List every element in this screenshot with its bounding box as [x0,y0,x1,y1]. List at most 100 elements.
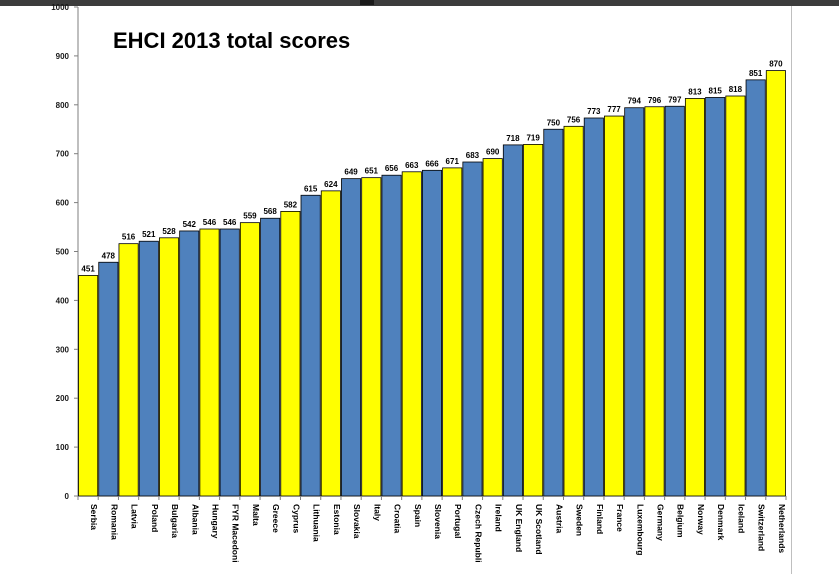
data-label: 649 [344,168,358,177]
x-tick-label: Albania [190,504,200,535]
bar-cyprus [280,211,301,497]
bar-sweden [563,125,584,497]
bar-hungary [199,228,220,497]
bar-portugal [442,167,463,497]
x-tick-label: Ireland [494,504,504,532]
data-label: 624 [324,180,338,189]
data-label: 651 [365,167,379,176]
bar-czech-republi [462,161,483,497]
bar-france [604,115,625,497]
y-tick-label: 700 [56,150,70,159]
data-label: 818 [729,85,743,94]
data-label: 516 [122,233,136,242]
bar-belgium [664,105,685,497]
bar-estonia [320,190,341,497]
data-label: 797 [668,95,682,104]
data-label: 683 [466,151,480,160]
window-top-bar-notch [360,0,374,5]
x-tick-label: Cyprus [291,504,301,534]
bar-slovenia [421,169,443,497]
data-label: 546 [203,218,217,227]
x-tick-label: Spain [413,504,423,527]
data-label: 582 [284,200,298,209]
x-tick-label: Sweden [575,504,585,536]
window-top-bar [0,0,839,6]
y-tick-label: 900 [56,52,70,61]
data-label: 796 [648,96,662,105]
data-label: 451 [81,264,95,273]
x-tick-label: Norway [696,504,706,535]
data-label: 718 [506,134,520,143]
bar-slovakia [341,178,362,497]
data-label: 542 [183,220,197,229]
x-tick-label: UK Scotland [534,504,544,555]
bar-ireland [482,158,503,497]
x-tick-label: FYR Macedoni [231,504,241,563]
x-tick-label: Luxembourg [635,504,645,555]
y-tick-label: 0 [65,492,70,501]
bar-albania [179,230,200,497]
x-tick-label: Iceland [736,504,746,533]
data-label: 478 [102,251,116,260]
data-label: 815 [709,86,723,95]
chart-title: EHCI 2013 total scores [113,28,350,53]
data-label: 870 [769,60,783,69]
x-tick-label: Romania [109,504,119,540]
data-label: 773 [587,107,601,116]
chart-bars [78,70,786,497]
bar-switzerland [745,79,766,497]
data-label: 671 [446,157,460,166]
x-tick-label: Malta [251,504,261,526]
data-label: 528 [162,227,176,236]
x-tick-label: Latvia [130,504,140,529]
data-label: 615 [304,184,318,193]
y-tick-label: 500 [56,248,70,257]
data-label: 813 [688,87,702,96]
data-label: 663 [405,161,419,170]
x-tick-label: Denmark [716,504,726,541]
x-tick-label: Greece [271,504,281,533]
x-tick-label: UK England [514,504,524,552]
y-tick-label: 600 [56,199,70,208]
x-tick-label: Serbia [89,504,99,530]
x-tick-label: Switzerland [757,504,767,551]
data-label: 546 [223,218,237,227]
x-tick-label: Hungary [210,504,220,539]
data-label: 756 [567,115,581,124]
bar-croatia [381,174,402,497]
chart-data-labels: 451 478 516 521 528 542 546 546 559 568 582 615 624 6… [81,60,783,274]
data-label: 666 [425,159,439,168]
y-tick-label: 100 [56,443,70,452]
slide-frame-edge [791,6,792,574]
bar-greece [260,217,281,497]
x-tick-label: Germany [656,504,666,541]
bar-italy [361,177,382,497]
bar-lithuania [300,194,321,497]
x-tick-label: Slovakia [352,504,362,539]
chart-x-tick-labels: Serbia Romania Latvia Poland Bulgaria Albania… [77,496,787,563]
data-label: 794 [628,97,642,106]
bar-norway [684,98,705,497]
y-tick-label: 1000 [51,3,69,12]
x-tick-label: Italy [372,504,382,521]
bar-germany [644,106,665,497]
bar-poland [138,240,159,497]
bar-malta [239,222,260,497]
y-tick-label: 300 [56,345,70,354]
y-tick-label: 200 [56,394,70,403]
bar-fyr-macedoni [219,228,240,497]
data-label: 559 [243,212,257,221]
bar-latvia [118,243,139,497]
x-tick-label: Netherlands [777,504,787,553]
x-tick-label: Estonia [332,504,342,535]
data-label: 750 [547,118,561,127]
bar-bulgaria [159,237,180,497]
data-label: 568 [263,207,277,216]
data-label: 777 [607,105,621,114]
x-tick-label: Finland [595,504,605,534]
bar-netherlands [765,70,786,497]
data-label: 719 [526,133,540,142]
y-tick-label: 800 [56,101,70,110]
x-tick-label: Lithuania [312,504,322,542]
